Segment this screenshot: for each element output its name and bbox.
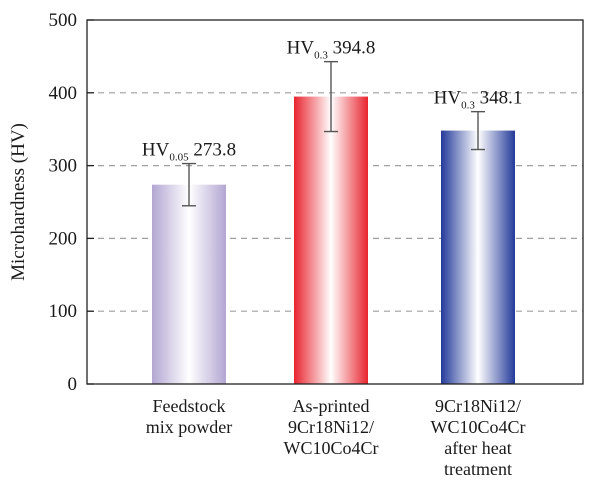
y-tick-label: 400 [49,83,78,104]
data-label: HV0.05 273.8 [142,140,236,164]
x-category-label: treatment [444,459,512,479]
plot-frame [86,19,584,385]
x-category-label: As-printed [293,396,370,416]
y-tick-label: 100 [49,301,78,322]
x-category-label: 9Cr18Ni12/ [435,396,521,416]
data-label: HV0.3 348.1 [434,88,523,112]
bar [294,96,368,384]
y-tick-label: 200 [49,228,78,249]
error-bar [324,60,338,133]
y-tick-label: 500 [49,10,78,31]
error-bar [471,110,485,151]
bars [152,96,515,384]
data-label: HV0.3 394.8 [287,38,376,62]
error-bar [182,162,196,207]
y-axis-title: Microhardness (HV) [8,123,29,281]
error-bars [182,60,485,207]
x-category-label: after heat [444,438,511,458]
y-tick-label: 300 [49,156,78,177]
value-labels: HV0.05 273.8 HV0.3 394.8 HV0.3 348.1 [142,38,522,164]
bar [441,130,515,384]
x-category-label: WC10Co4Cr [430,417,525,437]
x-category-label: mix powder [146,417,232,437]
y-tick-label: 0 [68,374,78,395]
x-category-label: WC10Co4Cr [283,438,378,458]
x-category-label: 9Cr18Ni12/ [288,417,374,437]
bar [152,184,226,384]
x-category-label: Feedstock [153,396,226,416]
y-axis-ticks: 0 100 200 300 400 500 [49,10,94,395]
